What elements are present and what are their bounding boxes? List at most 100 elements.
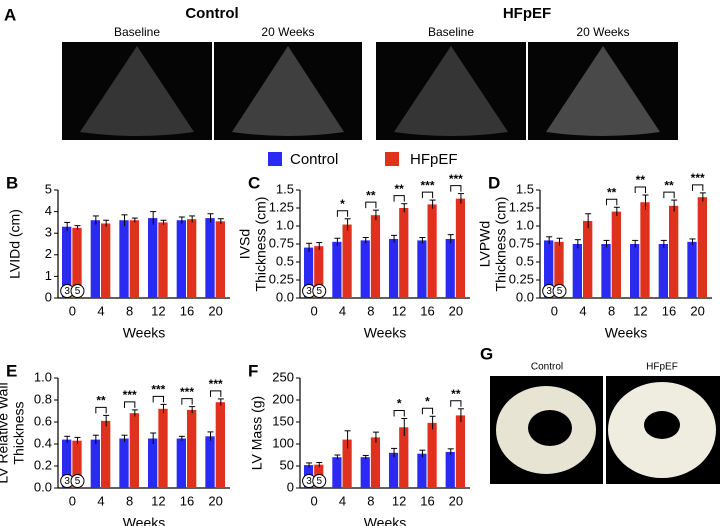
significance-label: ** [607, 185, 617, 199]
bar [90, 220, 100, 298]
n-label: 3 [306, 476, 312, 487]
significance-bracket [393, 409, 405, 417]
panel-letter: B [6, 173, 18, 192]
n-label: 5 [75, 476, 81, 487]
y-tick-label: 0.6 [34, 413, 52, 428]
y-tick-label: 0.75 [269, 235, 294, 250]
bar [544, 240, 554, 298]
panel-letter: D [488, 173, 500, 192]
bar [399, 208, 409, 298]
y-axis-label: IVSd [237, 229, 253, 259]
group-title: HFpEF [503, 5, 551, 22]
bar [129, 413, 139, 488]
y-tick-label: 0.0 [516, 289, 534, 304]
n-label: 5 [557, 286, 563, 297]
significance-label: * [340, 197, 345, 211]
x-axis-label: Weeks [605, 325, 648, 341]
bar [388, 452, 399, 488]
legend-label: HFpEF [410, 151, 458, 168]
bar [90, 439, 100, 488]
x-tick-label: 20 [449, 493, 463, 508]
bar [205, 218, 215, 298]
bar [445, 238, 455, 298]
n-badge [312, 474, 327, 488]
x-tick-label: 20 [208, 303, 222, 318]
image-label: Baseline [428, 25, 474, 39]
significance-bracket [606, 198, 618, 206]
y-axis-label: Thickness (cm) [493, 197, 509, 292]
y-tick-label: 50 [280, 457, 294, 472]
y-tick-label: 0.2 [34, 457, 52, 472]
significance-label: *** [123, 388, 137, 402]
bar [158, 408, 168, 488]
significance-label: *** [449, 172, 463, 186]
bar [640, 202, 650, 298]
y-tick-label: 2 [45, 246, 52, 261]
y-tick-label: 0 [45, 289, 52, 304]
y-tick-label: 0.25 [509, 271, 534, 286]
significance-bracket [421, 407, 434, 415]
significance-bracket [450, 185, 462, 192]
panel-letter: C [248, 173, 260, 192]
image-label: Baseline [114, 25, 160, 39]
x-tick-label: 8 [367, 303, 374, 318]
significance-label: ** [394, 182, 404, 196]
n-label: 3 [306, 286, 312, 297]
bar [687, 241, 697, 298]
y-tick-label: 1.0 [516, 217, 534, 232]
x-tick-label: 0 [311, 493, 318, 508]
x-tick-label: 4 [97, 303, 104, 318]
bar [455, 415, 466, 488]
bar [72, 227, 82, 298]
significance-bracket [663, 191, 675, 199]
y-tick-label: 150 [272, 413, 294, 428]
x-tick-label: 12 [151, 303, 165, 318]
bar [554, 241, 564, 298]
bar [215, 402, 225, 488]
y-tick-label: 3 [45, 225, 52, 240]
y-tick-label: 1.5 [516, 181, 534, 196]
bar [332, 457, 342, 488]
n-badge [312, 284, 327, 298]
y-tick-label: 0.4 [34, 435, 52, 450]
bar [455, 198, 466, 298]
significance-label: *** [420, 178, 434, 192]
bar [187, 409, 197, 488]
n-badge [70, 284, 85, 298]
x-tick-label: 12 [392, 493, 406, 508]
bar [399, 427, 409, 488]
n-label: 5 [75, 286, 81, 297]
legend-label: Control [290, 151, 338, 168]
bar [72, 440, 82, 488]
x-axis-label: Weeks [364, 325, 407, 341]
x-tick-label: 16 [180, 303, 194, 318]
bar [129, 220, 139, 298]
bar [417, 240, 427, 298]
x-tick-label: 8 [126, 493, 133, 508]
x-tick-label: 8 [608, 303, 615, 318]
panel-letter: G [480, 344, 493, 363]
significance-label: * [425, 394, 430, 408]
bar [119, 438, 129, 488]
bar [187, 219, 197, 298]
bar [215, 221, 225, 298]
bar [176, 438, 186, 488]
y-tick-label: 1.0 [276, 217, 294, 232]
x-tick-label: 0 [311, 303, 318, 318]
bar [332, 241, 342, 298]
bar [388, 238, 399, 298]
bar [370, 437, 381, 488]
bar [630, 244, 640, 298]
bar [417, 453, 427, 488]
panel-letter: F [248, 361, 258, 380]
bar [611, 211, 621, 298]
x-tick-label: 20 [690, 303, 704, 318]
image-label: 20 Weeks [576, 25, 629, 39]
n-label: 3 [64, 286, 70, 297]
x-tick-label: 16 [420, 493, 434, 508]
x-tick-label: 4 [339, 303, 346, 318]
y-tick-label: 1 [45, 268, 52, 283]
x-tick-label: 4 [97, 493, 104, 508]
x-tick-label: 0 [69, 493, 76, 508]
